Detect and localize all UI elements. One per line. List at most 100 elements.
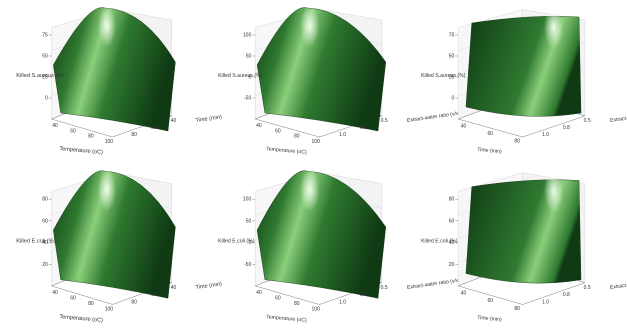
z-tick-label: 50 xyxy=(246,54,252,60)
y-tick-label: 60 xyxy=(151,125,157,131)
response-surface xyxy=(465,179,582,284)
x-tick-label: 40 xyxy=(256,123,262,129)
x-tick-label: 40 xyxy=(52,123,58,129)
z-tick-label: 0 xyxy=(45,96,48,102)
x-tick-label: 100 xyxy=(312,306,321,312)
response-surface xyxy=(256,7,387,132)
y-tick-label: 0.5 xyxy=(381,285,388,291)
x-tick-label: 60 xyxy=(488,131,494,137)
y-axis-label: Time (min) xyxy=(195,114,222,124)
z-axis-label: Killed E.coli (%) xyxy=(218,239,255,245)
x-tick-label: 40 xyxy=(461,124,467,130)
surface-highlight xyxy=(543,6,564,49)
y-tick-label: 0.8 xyxy=(563,292,570,298)
y-axis-label: Time (min) xyxy=(195,281,222,291)
z-tick-label: 40 xyxy=(42,240,48,246)
x-tick-label: 60 xyxy=(70,128,76,134)
z-axis-label: Killed S.aureus (%) xyxy=(421,73,466,79)
x-tick-label: 60 xyxy=(275,295,281,301)
x-tick-label: 80 xyxy=(514,139,520,145)
z-tick-label: 50 xyxy=(246,218,252,224)
y-tick-label: 1.0 xyxy=(542,132,549,138)
x-tick-label: 40 xyxy=(256,290,262,296)
y-tick-label: 0.5 xyxy=(584,285,591,291)
y-axis-label: Extract-water ratio (v/v) xyxy=(610,111,627,124)
z-tick-label: 60 xyxy=(42,218,48,224)
x-tick-label: 100 xyxy=(105,306,114,312)
x-axis-label: Temperature (oC) xyxy=(59,146,103,156)
y-tick-label: 1.0 xyxy=(339,132,346,138)
y-axis-label: Extract-water ratio (v/v) xyxy=(407,111,461,124)
response-surface xyxy=(465,16,582,117)
surface-highlight xyxy=(97,5,117,47)
y-axis-label: Extract-water ratio (v/v) xyxy=(610,278,627,291)
y-tick-label: 40 xyxy=(171,118,177,124)
response-surface xyxy=(256,170,387,299)
z-tick-label: 75 xyxy=(449,33,455,39)
z-axis-label: Killed E.coli (%) xyxy=(421,239,458,245)
x-tick-label: 40 xyxy=(461,290,467,296)
y-tick-label: 40 xyxy=(171,285,177,291)
z-tick-label: 100 xyxy=(243,33,252,39)
z-tick-label: 80 xyxy=(42,197,48,203)
z-tick-label: 40 xyxy=(449,240,455,246)
z-tick-label: 80 xyxy=(449,197,455,203)
response-surface xyxy=(53,170,176,299)
y-tick-label: 0.8 xyxy=(360,125,367,131)
x-tick-label: 60 xyxy=(488,298,494,304)
z-axis-label: Killed E.coli (%) xyxy=(16,239,55,245)
x-tick-label: 60 xyxy=(275,128,281,134)
surface-plot-5 xyxy=(252,168,387,305)
surface-plot-2 xyxy=(252,5,387,138)
surface-plot-6 xyxy=(455,169,586,305)
x-axis-label: Time (min) xyxy=(477,147,502,155)
z-tick-label: 20 xyxy=(42,262,48,268)
z-tick-label: 100 xyxy=(243,197,252,203)
y-axis-label: Extract-water ratio (v/v) xyxy=(407,278,461,291)
x-tick-label: 80 xyxy=(294,301,300,307)
z-tick-label: 25 xyxy=(449,75,455,81)
y-tick-label: 80 xyxy=(131,299,137,305)
response-surface xyxy=(53,7,176,132)
z-tick-label: 50 xyxy=(449,54,455,60)
y-tick-label: 60 xyxy=(151,292,157,298)
z-tick-label: 0 xyxy=(451,96,454,102)
x-tick-label: 60 xyxy=(70,295,76,301)
x-tick-label: 80 xyxy=(294,134,300,140)
x-tick-label: 80 xyxy=(88,134,94,140)
surface-plot-1 xyxy=(48,5,176,138)
surface-highlight xyxy=(300,168,320,212)
z-tick-label: 75 xyxy=(42,33,48,39)
y-tick-label: 0.5 xyxy=(381,118,388,124)
z-tick-label: 50 xyxy=(42,54,48,60)
x-axis-label: Temperature (oC) xyxy=(59,314,103,324)
x-axis-label: Temperature (oC) xyxy=(266,146,307,156)
x-tick-label: 80 xyxy=(514,306,520,312)
surface-highlight xyxy=(97,168,117,212)
z-tick-label: -50 xyxy=(244,262,251,268)
x-tick-label: 100 xyxy=(312,139,321,145)
surface-plot-3 xyxy=(455,6,586,138)
x-tick-label: 80 xyxy=(88,301,94,307)
y-tick-label: 0.5 xyxy=(584,118,591,124)
x-axis-label: Temperature (oC) xyxy=(266,314,307,324)
x-axis-label: Time (min) xyxy=(477,315,502,323)
surface-plot-4 xyxy=(48,168,176,305)
y-tick-label: 0.8 xyxy=(360,292,367,298)
z-tick-label: 0 xyxy=(248,75,251,81)
y-tick-label: 1.0 xyxy=(542,299,549,305)
surface-highlight xyxy=(543,169,564,214)
z-axis-label: Killed S.aureus (%) xyxy=(16,73,64,79)
surface-highlight xyxy=(300,5,320,47)
z-tick-label: 20 xyxy=(449,262,455,268)
z-tick-label: 60 xyxy=(449,218,455,224)
y-tick-label: 80 xyxy=(131,132,137,138)
x-tick-label: 40 xyxy=(52,290,58,296)
x-tick-label: 100 xyxy=(105,139,114,145)
y-tick-label: 1.0 xyxy=(339,299,346,305)
z-tick-label: 25 xyxy=(42,75,48,81)
z-axis-label: Killed S.aureus (%) xyxy=(218,73,263,79)
z-tick-label: -50 xyxy=(244,96,251,102)
z-tick-label: 0 xyxy=(248,240,251,246)
